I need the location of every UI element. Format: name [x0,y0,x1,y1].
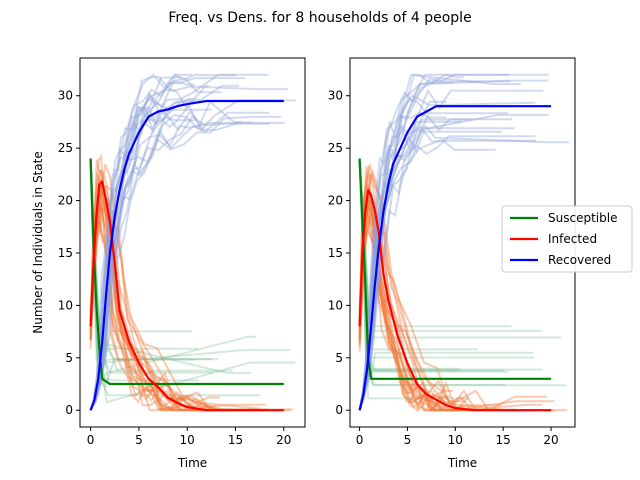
series-line-susceptible [358,158,552,380]
replicate-line-recovered [89,115,282,411]
y-tick-label: 0 [335,403,343,417]
replicate-line-recovered [358,120,462,411]
figure-title: Freq. vs Dens. for 8 households of 4 peo… [168,10,471,26]
replicate-line-recovered [89,77,245,411]
x-axis-label: Time [447,456,477,470]
series-line-susceptible [89,158,284,386]
y-tick-label: 5 [65,351,73,365]
replicate-line-recovered [358,138,496,411]
replicate-line-recovered [89,99,296,411]
y-tick-label: 25 [58,141,73,155]
x-axis-label: Time [177,456,207,470]
legend-box [501,205,633,273]
legend-label-susceptible: Susceptible [548,211,617,225]
y-tick-label: 10 [328,298,343,312]
replicate-line-infected [89,201,219,412]
replicate-line-recovered [89,108,212,411]
x-tick-label: 5 [135,433,143,447]
replicate-line-infected [89,159,243,412]
replicate-line-infected [358,166,553,412]
replicate-line-infected [358,186,555,413]
y-tick-label: 30 [58,89,73,103]
y-tick-label: 25 [328,141,343,155]
replicate-line-recovered [358,113,550,411]
replicate-line-infected [89,185,221,412]
replicate-line-recovered [89,111,270,411]
replicate-line-infected [358,205,501,412]
replicate-line-recovered [89,114,270,411]
x-tick-label: 10 [180,433,195,447]
replicate-line-infected [358,200,465,412]
replicate-line-recovered [358,113,513,411]
y-tick-label: 15 [328,246,343,260]
replicate-line-recovered [89,84,239,411]
replicate-line-infected [358,215,453,404]
y-tick-label: 20 [58,194,73,208]
replicate-line-recovered [89,100,242,411]
replicate-line-recovered [358,73,509,411]
x-tick-label: 20 [276,433,291,447]
replicate-line-infected [358,187,518,412]
replicate-line-recovered [358,135,536,411]
replicate-line-infected [358,211,454,407]
chart-legend: Susceptible Infected Recovered [501,205,633,273]
replicate-line-recovered [89,85,289,411]
series-line-recovered [89,99,284,411]
replicate-line-infected [358,165,567,412]
replicate-line-infected [358,200,515,412]
x-tick-label: 5 [404,433,412,447]
series-line-infected [358,189,552,412]
replicate-line-infected [89,169,253,412]
replicate-line-recovered [89,77,222,411]
replicate-line-recovered [89,121,285,411]
right-chart-panel: 0 5 10 15 20 0 5 10 15 20 25 30 Time [328,57,576,470]
y-tick-label: 20 [328,194,343,208]
y-tick-label: 0 [65,403,73,417]
replicate-line-recovered [358,74,521,411]
replicate-line-infected [358,174,547,412]
series-line-recovered [358,105,552,411]
replicate-line-recovered [358,130,503,411]
series-line-infected [89,180,284,412]
legend-label-recovered: Recovered [548,253,611,267]
replicate-line-recovered [89,110,252,411]
replicate-line-infected [358,227,451,412]
replicate-line-recovered [89,73,269,411]
y-tick-label: 30 [328,89,343,103]
x-tick-label: 15 [228,433,243,447]
x-tick-label: 0 [356,433,364,447]
axes-frame [79,57,306,428]
legend-label-infected: Infected [548,232,597,246]
x-tick-label: 0 [87,433,95,447]
left-chart-panel: 0 5 10 15 20 0 5 10 15 20 25 30 Time Number of Indivi… [31,57,306,470]
y-axis-label: Number of Individuals in State [31,151,45,333]
x-tick-label: 20 [543,433,558,447]
replicate-line-infected [89,182,246,412]
replicate-line-infected [89,193,228,412]
replicate-line-infected [89,171,267,412]
replicate-line-recovered [89,100,197,411]
replicate-line-infected [89,203,294,412]
replicate-line-recovered [358,73,464,411]
replicate-line-infected [358,170,463,412]
replicate-line-infected [358,214,455,412]
y-tick-label: 15 [58,246,73,260]
x-tick-label: 10 [448,433,463,447]
replicate-line-infected [358,184,471,412]
replicate-line-infected [358,163,484,412]
y-tick-label: 5 [335,351,343,365]
x-tick-label: 15 [496,433,511,447]
replicate-line-infected [358,192,465,412]
y-tick-label: 10 [58,298,73,312]
